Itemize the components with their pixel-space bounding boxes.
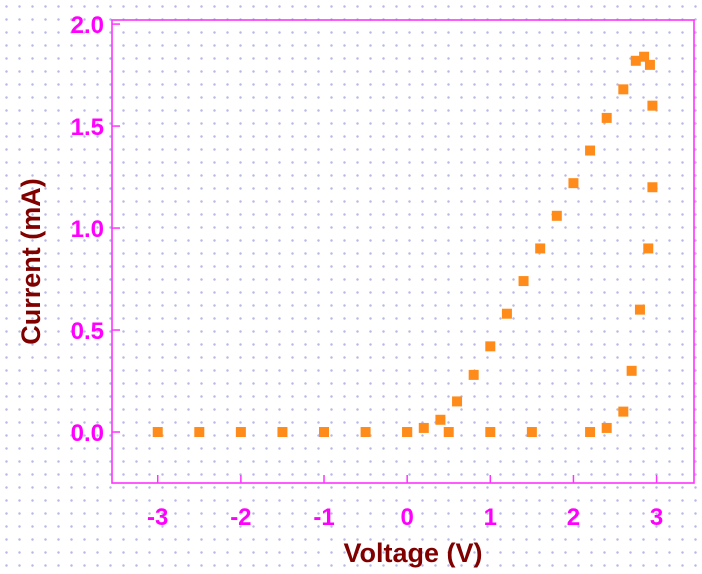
data-point	[568, 178, 579, 189]
data-point	[643, 243, 654, 254]
x-tick-labels: -3 -2 -1 0 1 2 3	[147, 504, 663, 531]
data-point	[402, 427, 413, 438]
x-tick-label: 1	[484, 504, 497, 531]
data-point	[418, 422, 429, 433]
data-point	[551, 210, 562, 221]
data-point	[468, 369, 479, 380]
data-point	[452, 396, 463, 407]
data-point	[630, 55, 641, 66]
data-point	[435, 414, 446, 425]
data-point	[647, 100, 658, 111]
data-point	[485, 427, 496, 438]
data-point	[585, 427, 596, 438]
data-point	[235, 427, 246, 438]
y-tick-label: 0.5	[71, 318, 104, 345]
data-point	[585, 145, 596, 156]
data-point	[626, 365, 637, 376]
y-axis-label: Current (mA)	[16, 178, 46, 345]
data-point	[526, 427, 537, 438]
y-tick-label: 0.0	[71, 420, 104, 447]
data-point	[485, 341, 496, 352]
data-point	[501, 308, 512, 319]
x-tick-label: -1	[313, 504, 334, 531]
data-point	[277, 427, 288, 438]
data-point	[639, 51, 650, 62]
x-axis-label: Voltage (V)	[343, 538, 482, 568]
data-point	[634, 304, 645, 315]
x-tick-label: 0	[400, 504, 413, 531]
data-point	[601, 422, 612, 433]
data-point	[618, 406, 629, 417]
data-point	[319, 427, 330, 438]
data-point	[360, 427, 371, 438]
x-tick-label: -3	[147, 504, 168, 531]
ticks-layer	[112, 23, 658, 483]
data-points	[152, 51, 658, 438]
data-point	[443, 427, 454, 438]
x-tick-label: 3	[650, 504, 663, 531]
data-point	[194, 427, 205, 438]
plot-frame	[111, 19, 695, 484]
data-point	[647, 182, 658, 193]
y-tick-label: 1.0	[71, 216, 104, 243]
y-tick-label: 1.5	[71, 114, 104, 141]
y-tick-label: 2.0	[71, 12, 104, 39]
x-tick-label: 2	[567, 504, 580, 531]
x-tick-label: -2	[230, 504, 251, 531]
data-point	[644, 59, 655, 70]
data-point	[601, 112, 612, 123]
data-point	[618, 84, 629, 95]
y-tick-labels: 0.0 0.5 1.0 1.5 2.0	[71, 12, 104, 447]
data-point	[535, 243, 546, 254]
data-point	[518, 276, 529, 287]
data-point	[152, 427, 163, 438]
